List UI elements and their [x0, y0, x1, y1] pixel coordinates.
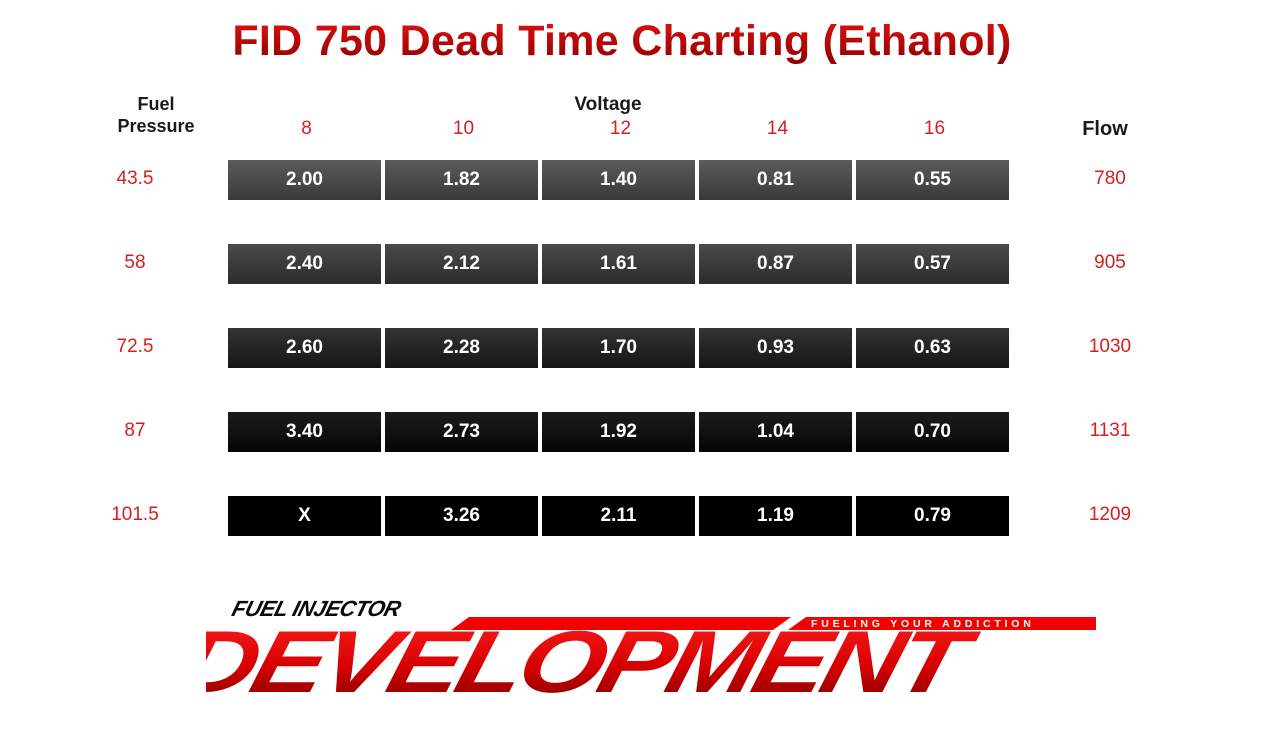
- svg-text:DEVELOPMENT: DEVELOPMENT: [206, 612, 986, 706]
